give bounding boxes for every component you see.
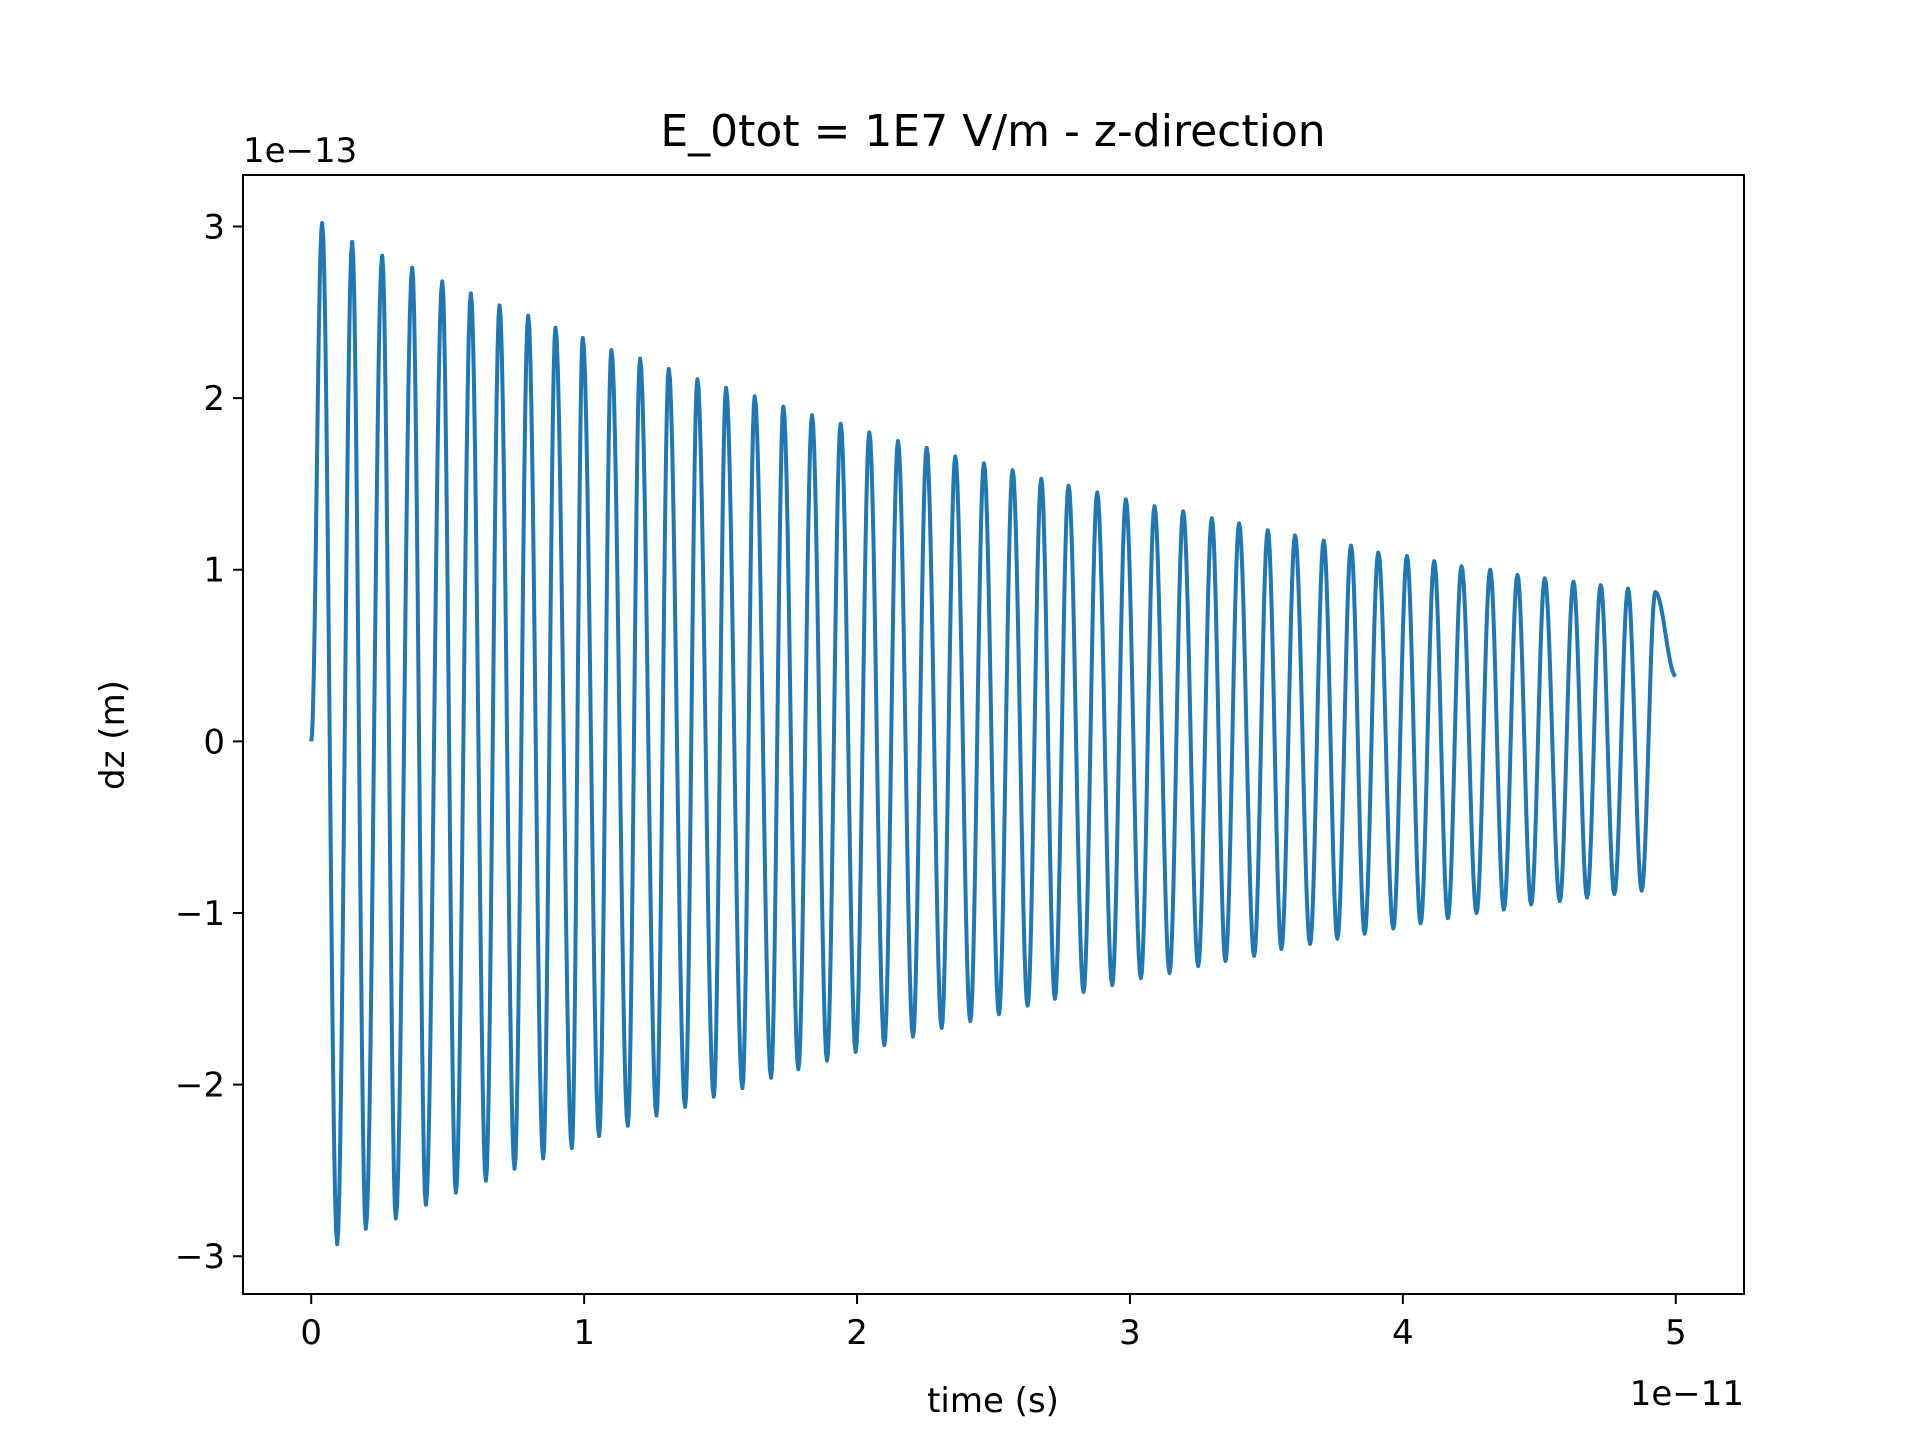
y-tick-label: −2: [175, 1066, 225, 1106]
y-tick-label: 2: [203, 379, 225, 419]
plot-area: [309, 221, 1677, 1247]
y-tick-label: 3: [203, 207, 225, 247]
y-axis-offset-label: 1e−13: [243, 131, 357, 171]
y-tick-label: −3: [175, 1237, 225, 1277]
chart-title: E_0tot = 1E7 V/m - z-direction: [660, 106, 1325, 157]
x-tick-label: 5: [1665, 1313, 1687, 1353]
x-tick-label: 3: [1119, 1313, 1141, 1353]
y-axis: −3 −2 −1 0 1 2 3: [175, 207, 243, 1277]
x-tick-label: 4: [1392, 1313, 1414, 1353]
y-axis-label: dz (m): [93, 680, 133, 790]
x-tick-label: 1: [573, 1313, 595, 1353]
x-axis-offset-label: 1e−11: [1630, 1374, 1744, 1414]
y-tick-label: 1: [203, 551, 225, 591]
x-axis: 0 1 2 3 4 5: [300, 1294, 1687, 1353]
plot-frame: [242, 174, 1745, 1295]
x-axis-label: time (s): [927, 1381, 1059, 1421]
x-tick-label: 0: [300, 1313, 322, 1353]
y-tick-label: 0: [203, 722, 225, 762]
series-line: [309, 221, 1677, 1247]
x-tick-label: 2: [846, 1313, 868, 1353]
y-tick-label: −1: [175, 894, 225, 934]
